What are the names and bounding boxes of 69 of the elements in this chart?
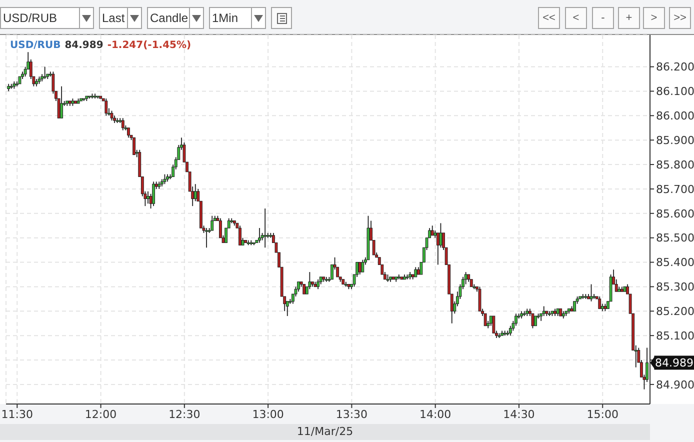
candlestick <box>205 228 208 248</box>
y-tick-label: 84.900 <box>656 378 694 392</box>
x-tick-label: 12:30 <box>168 408 200 421</box>
candlestick <box>430 225 434 236</box>
candlestick <box>492 316 496 334</box>
y-tick-label: 85.800 <box>656 158 694 172</box>
y-tick-label: 85.100 <box>656 329 694 342</box>
candlestick <box>297 281 300 292</box>
candlestick <box>614 278 618 292</box>
candlestick <box>146 190 150 204</box>
candlestick <box>590 284 593 302</box>
annotation: 84.989 <box>64 40 104 51</box>
candlestick <box>573 300 576 312</box>
button: >> <box>669 7 691 29</box>
x-tick-label: 14:00 <box>419 408 452 421</box>
annotation: 84.989 <box>654 356 694 370</box>
candlestick <box>439 222 442 248</box>
button: << <box>538 7 560 29</box>
text: USD/RUB <box>10 40 61 51</box>
candlestick <box>361 259 364 272</box>
candlestick <box>534 316 537 326</box>
candlestick <box>478 286 482 312</box>
dropdown: USD/RUB <box>0 7 94 29</box>
y-tick-label: 86.000 <box>656 110 694 123</box>
candlestick <box>258 228 261 244</box>
x-tick-label: 11:30 <box>1 408 34 421</box>
x-tick-label: 15:00 <box>586 408 618 421</box>
dropdown: Candle <box>147 7 204 29</box>
candlestick <box>163 174 166 185</box>
candlestick <box>110 110 114 121</box>
candlestick <box>414 266 418 278</box>
candlestick <box>464 272 468 285</box>
x-tick-label: 13:30 <box>336 408 368 421</box>
candlestick <box>127 127 130 138</box>
button: + <box>618 7 640 29</box>
y-tick-label: 85.500 <box>656 232 694 245</box>
x-tick-label: 12:00 <box>84 408 117 421</box>
candlestick <box>104 98 108 116</box>
button: < <box>565 7 587 29</box>
candlestick <box>514 313 518 326</box>
candlestick <box>598 296 602 310</box>
candlestick <box>302 284 306 294</box>
candlestick <box>238 225 242 246</box>
candlestick <box>264 208 267 248</box>
y-tick-label: 85.700 <box>656 182 694 196</box>
candlestick <box>210 215 214 231</box>
y-tick-label: 85.600 <box>656 207 694 220</box>
candlestick <box>542 306 546 316</box>
candlestick <box>508 325 512 336</box>
annotation: -1.247(-1.45%) <box>107 40 192 51</box>
y-tick-label: 86.100 <box>656 85 694 98</box>
button: > <box>643 7 665 29</box>
x-tick-label: 13:00 <box>252 408 284 421</box>
y-tick-label: 85.300 <box>656 280 694 294</box>
y-tick-label: 85.200 <box>656 305 694 318</box>
candlestick <box>43 66 46 80</box>
candlestick <box>152 181 156 207</box>
button: - <box>592 7 614 29</box>
y-tick-label: 85.900 <box>656 134 694 147</box>
x-axis-title: 11/Mar/25 <box>0 424 650 440</box>
x-tick-label: 14:30 <box>503 408 535 421</box>
y-tick-label: 86.200 <box>656 60 694 74</box>
candlestick <box>132 137 136 156</box>
candlestick <box>316 278 320 290</box>
dropdown: Last <box>99 7 142 29</box>
y-tick-label: 85.400 <box>656 256 694 270</box>
dropdown: 1Min <box>209 7 266 29</box>
candlestick <box>121 118 124 131</box>
candlestick <box>60 86 64 119</box>
